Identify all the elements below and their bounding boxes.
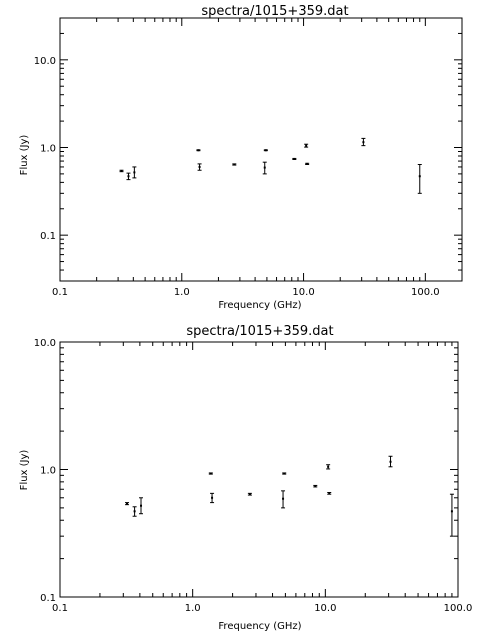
data-point	[306, 162, 309, 165]
data-point	[293, 157, 296, 160]
data-point	[140, 504, 143, 507]
data-point	[450, 510, 453, 513]
x-tick-label: 100.0	[411, 287, 440, 298]
bottom-panel-marks: 0.1 1.0 10.0 100.0 0.1 1.0 10.0	[34, 338, 473, 614]
y-tick-label: 10.0	[34, 338, 56, 349]
data-point	[211, 496, 214, 499]
y-tick-label: 1.0	[40, 143, 56, 154]
x-tick-label: 10.0	[314, 603, 336, 614]
data-point	[314, 485, 317, 488]
data-point	[133, 510, 136, 513]
bottom-panel-x-label: Frequency (GHz)	[218, 621, 301, 632]
bottom-spectrum-panel: spectra/1015+359.dat Frequency (GHz) Flu…	[19, 324, 472, 632]
data-point	[305, 144, 308, 147]
top-panel-y-label: Flux (Jy)	[19, 135, 30, 176]
data-point	[263, 166, 266, 169]
x-tick-label: 0.1	[52, 287, 68, 298]
data-point	[233, 163, 236, 166]
y-tick-label: 0.1	[40, 593, 56, 604]
data-point	[209, 472, 212, 475]
data-point	[327, 465, 330, 468]
data-point	[127, 175, 130, 178]
data-point	[264, 149, 267, 152]
data-point	[133, 171, 136, 174]
data-point	[197, 149, 200, 152]
data-point	[198, 165, 201, 168]
x-tick-label: 1.0	[174, 287, 190, 298]
top-panel-x-label: Frequency (GHz)	[218, 300, 301, 311]
data-point	[362, 141, 365, 144]
data-point	[283, 472, 286, 475]
data-point	[328, 492, 331, 495]
top-spectrum-panel: spectra/1015+359.dat Frequency (GHz) Flu…	[19, 4, 463, 311]
top-panel-plot-frame	[59, 17, 463, 282]
x-tick-label: 100.0	[444, 603, 473, 614]
data-point	[126, 502, 129, 505]
bottom-panel-title: spectra/1015+359.dat	[186, 324, 333, 339]
y-tick-label: 1.0	[40, 466, 56, 477]
x-tick-label: 10.0	[292, 287, 314, 298]
y-tick-label: 10.0	[34, 56, 56, 67]
data-point	[282, 497, 285, 500]
data-point	[389, 460, 392, 463]
top-panel-title: spectra/1015+359.dat	[201, 4, 348, 19]
y-tick-label: 0.1	[40, 231, 56, 242]
data-point	[418, 175, 421, 178]
data-point	[120, 169, 123, 172]
top-panel-marks: 0.1 1.0 10.0 100.0 0.1 1.0 10.0	[34, 17, 463, 298]
x-tick-label: 0.1	[52, 603, 68, 614]
bottom-panel-y-label: Flux (Jy)	[19, 450, 30, 491]
data-point	[248, 493, 251, 496]
x-tick-label: 1.0	[185, 603, 201, 614]
bottom-panel-plot-frame	[59, 341, 459, 598]
